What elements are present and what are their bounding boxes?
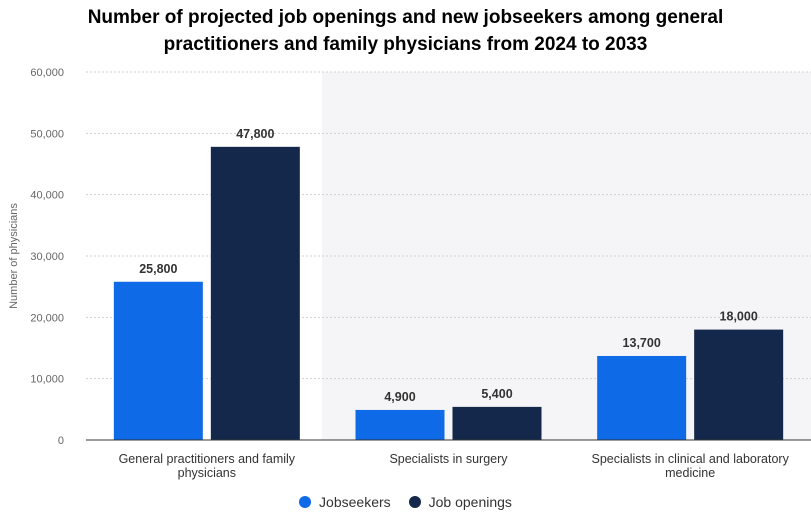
bar-jobseekers[interactable] [355, 409, 445, 440]
legend-item-jobseekers[interactable]: Jobseekers [299, 494, 391, 510]
category-label: medicine [665, 466, 715, 480]
data-label: 5,400 [481, 387, 512, 401]
chart-title: Number of projected job openings and new… [0, 4, 811, 58]
legend-label: Jobseekers [319, 494, 391, 510]
category-label: Specialists in surgery [389, 452, 508, 466]
y-tick-label: 60,000 [30, 67, 64, 79]
data-label: 13,700 [623, 336, 661, 350]
category-label: physicians [178, 466, 236, 480]
category-label: General practitioners and family [119, 452, 296, 466]
bar-job-openings[interactable] [694, 329, 784, 440]
y-tick-label: 50,000 [30, 128, 64, 140]
y-tick-label: 20,000 [30, 312, 64, 324]
bar-job-openings[interactable] [452, 406, 542, 440]
legend-swatch [408, 496, 421, 508]
y-axis-title: Number of physicians [8, 203, 20, 309]
bar-job-openings[interactable] [210, 146, 300, 440]
data-label: 4,900 [384, 390, 415, 404]
bars [113, 146, 784, 440]
y-tick-label: 10,000 [30, 374, 64, 386]
data-label: 47,800 [236, 127, 274, 141]
data-labels: 25,800 47,800 4,900 5,400 13,700 18,000 [139, 127, 758, 404]
legend-swatch [299, 496, 312, 508]
bar-chart: 0 10,000 20,000 30,000 40,000 50,000 60,000 Nu… [8, 67, 811, 480]
legend-label: Job openings [428, 494, 512, 510]
y-tick-label: 0 [58, 435, 64, 447]
data-label: 25,800 [139, 262, 177, 276]
chart-title-line: practitioners and family physicians from… [163, 34, 648, 55]
legend: Jobseekers Job openings [0, 494, 811, 510]
y-axis-ticks: 0 10,000 20,000 30,000 40,000 50,000 60,000 [30, 67, 64, 447]
y-tick-label: 40,000 [30, 190, 64, 202]
bar-jobseekers[interactable] [597, 355, 687, 440]
chart-title-line: Number of projected job openings and new… [87, 7, 724, 28]
legend-item-job-openings[interactable]: Job openings [408, 494, 512, 510]
gridlines [86, 71, 811, 380]
y-tick-label: 30,000 [30, 251, 64, 263]
category-labels: General practitioners and familyphysicia… [119, 452, 790, 480]
category-label: Specialists in clinical and laboratory [592, 452, 790, 466]
data-label: 18,000 [720, 310, 758, 324]
bar-jobseekers[interactable] [113, 281, 203, 440]
